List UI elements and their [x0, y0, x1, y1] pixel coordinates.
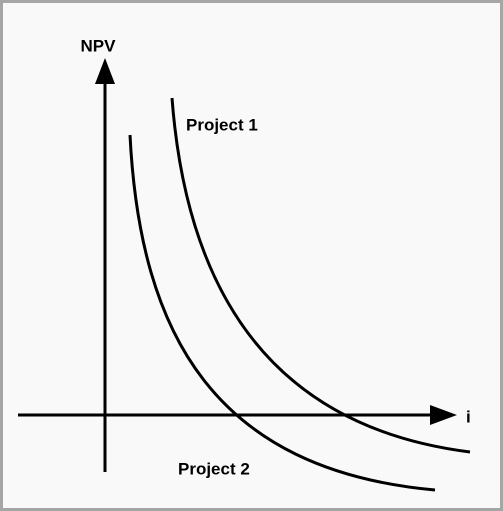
x-axis-label: i [466, 407, 471, 426]
project-1-curve [170, 97, 471, 454]
project-2-curve [128, 134, 436, 492]
x-arrow [430, 405, 457, 425]
curve-label: Project 1 [186, 115, 258, 134]
y-arrow [95, 58, 115, 84]
y-axis-label: NPV [81, 36, 117, 55]
curve-label: Project 2 [178, 459, 250, 478]
